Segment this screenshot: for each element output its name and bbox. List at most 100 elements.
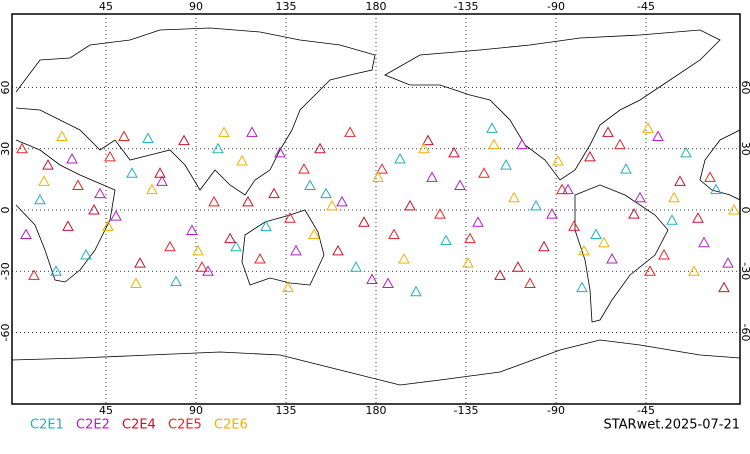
triangle-marker [80, 248, 92, 260]
triangle-marker [644, 265, 656, 276]
triangle-marker [72, 179, 84, 191]
triangle-marker [344, 126, 356, 137]
australia [241, 209, 325, 286]
triangle-marker [224, 232, 236, 244]
triangle-marker [562, 183, 574, 195]
triangle-marker [196, 261, 208, 272]
y-tick-label: -30 [739, 262, 750, 280]
triangle-marker [372, 171, 384, 182]
triangle-marker [284, 212, 296, 223]
triangle-marker [134, 257, 146, 268]
triangle-marker [304, 179, 316, 191]
triangle-marker [410, 285, 422, 297]
x-tick-label: 180 [366, 404, 387, 417]
y-tick-label: 0 [0, 207, 12, 214]
triangle-marker [606, 252, 618, 264]
triangle-marker [336, 195, 348, 207]
triangle-marker [494, 269, 506, 280]
legend-entry: C2E4 [122, 418, 156, 433]
triangle-marker [704, 171, 716, 182]
triangle-marker [454, 179, 466, 191]
triangle-marker [388, 228, 400, 240]
x-tick-label: -90 [547, 0, 565, 13]
x-tick-label: 45 [99, 0, 113, 13]
y-tick-label: 60 [0, 81, 12, 95]
triangle-marker [394, 152, 406, 164]
triangle-marker [218, 126, 230, 137]
west-africa [699, 129, 740, 201]
triangle-marker [164, 240, 176, 252]
triangle-marker [298, 163, 310, 174]
triangle-marker [688, 265, 700, 276]
triangle-marker [308, 228, 320, 240]
triangle-marker [584, 150, 596, 162]
triangle-marker [434, 208, 446, 219]
triangle-marker [500, 159, 512, 170]
y-tick-label: 0 [739, 207, 750, 214]
triangle-marker [126, 167, 138, 178]
legend-entry: C2E5 [168, 418, 202, 433]
x-tick-label: 90 [189, 0, 203, 13]
triangle-marker [538, 240, 550, 252]
triangle-marker [88, 203, 100, 215]
y-tick-label: -60 [0, 324, 12, 342]
triangle-marker [20, 228, 32, 240]
triangle-marker [634, 191, 646, 203]
triangle-marker [668, 191, 680, 203]
triangle-marker [28, 269, 40, 280]
triangle-marker [598, 236, 610, 248]
triangle-marker [478, 167, 490, 178]
triangle-marker [398, 252, 410, 264]
triangle-marker [236, 154, 248, 166]
legend-entry: C2E1 [30, 418, 64, 433]
triangle-marker [620, 163, 632, 174]
triangle-marker [366, 273, 378, 284]
triangle-marker [230, 240, 242, 252]
triangle-marker [698, 236, 710, 248]
legend-entry: C2E6 [214, 418, 248, 433]
triangle-marker [404, 199, 416, 211]
x-tick-label: 135 [276, 404, 297, 417]
plot-frame [11, 13, 741, 405]
triangle-marker [274, 146, 286, 158]
triangle-marker [260, 220, 272, 231]
triangle-marker [652, 130, 664, 142]
triangle-marker [146, 183, 158, 195]
triangle-marker [418, 142, 430, 154]
x-tick-label: 180 [366, 0, 387, 13]
triangle-marker [642, 122, 654, 133]
triangle-marker [38, 175, 50, 186]
triangle-marker [62, 220, 74, 231]
y-tick-label: 30 [0, 142, 12, 156]
triangle-marker [154, 167, 166, 178]
triangle-marker [516, 138, 528, 150]
triangle-marker [314, 142, 326, 154]
triangle-marker [692, 212, 704, 223]
triangle-marker [186, 224, 198, 235]
x-tick-label: -135 [454, 404, 479, 417]
eurasia [15, 27, 376, 196]
triangle-marker [130, 277, 142, 289]
triangle-marker [42, 159, 54, 170]
triangle-marker [332, 244, 344, 256]
triangle-marker [50, 265, 62, 276]
triangle-marker [326, 199, 338, 211]
triangle-marker [376, 163, 388, 174]
legend: C2E1 C2E2 C2E4 C2E5 C2E6 [30, 418, 248, 433]
triangle-marker [382, 277, 394, 289]
triangle-marker [666, 214, 678, 225]
triangle-marker [56, 130, 68, 142]
coastlines [12, 27, 740, 386]
triangle-marker [192, 244, 204, 256]
triangle-marker [658, 248, 670, 260]
triangle-marker [34, 193, 46, 205]
footer-annotation: STARwet.2025-07-21 [603, 418, 740, 433]
y-tick-label: 60 [739, 81, 750, 95]
triangle-marker [358, 216, 370, 227]
triangle-marker [178, 134, 190, 146]
x-tick-label: -135 [454, 0, 479, 13]
triangle-marker [246, 126, 258, 137]
triangle-marker [426, 171, 438, 182]
triangle-marker [156, 175, 168, 186]
